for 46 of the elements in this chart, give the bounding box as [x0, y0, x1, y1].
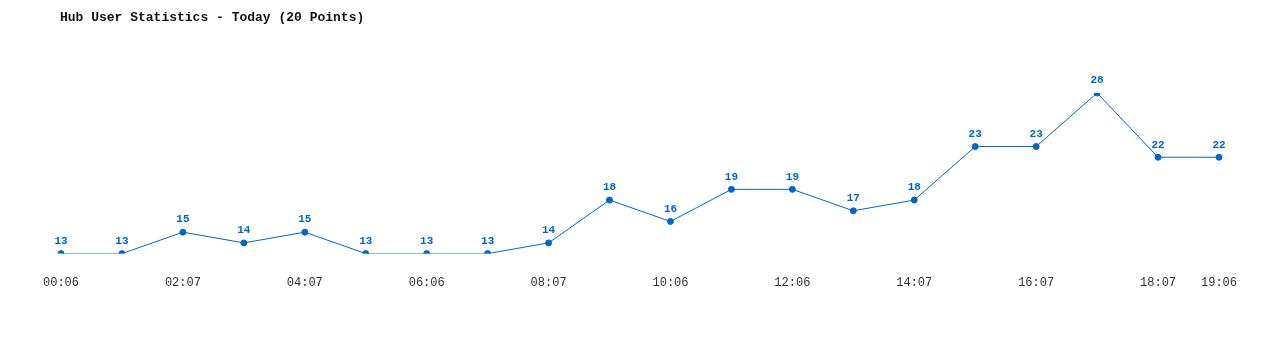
point	[910, 196, 918, 204]
x-tick-label: 14:07	[896, 275, 933, 290]
data-label: 15	[176, 213, 190, 226]
data-label: 14	[541, 224, 556, 237]
x-tick-label: 18:07	[1140, 275, 1177, 290]
point	[666, 217, 674, 225]
point	[849, 207, 857, 215]
data-label: 13	[420, 234, 434, 247]
data-label: 19	[785, 170, 799, 183]
point	[606, 196, 614, 204]
x-tick-label: 00:06	[42, 275, 80, 290]
x-tick-label: 06:06	[408, 275, 445, 290]
data-label: 22	[1151, 138, 1165, 151]
data-label: 22	[1212, 138, 1226, 151]
x-tick-label: 08:07	[530, 275, 567, 290]
data-label: 13	[115, 234, 129, 247]
x-tick-label: 12:06	[774, 275, 811, 290]
data-label: 16	[663, 202, 678, 215]
data-label: 19	[724, 170, 739, 183]
data-label: 15	[298, 213, 312, 226]
point	[240, 239, 248, 247]
point	[545, 239, 553, 247]
point	[1154, 153, 1162, 161]
point	[179, 228, 187, 236]
data-label: 23	[968, 127, 983, 140]
point	[727, 185, 735, 193]
data-label: 13	[54, 234, 68, 247]
point	[971, 143, 979, 151]
x-tick-label: 19:06	[1200, 275, 1238, 290]
data-label: 17	[846, 192, 860, 205]
data-label: 28	[1090, 74, 1105, 87]
point	[1032, 143, 1040, 151]
data-label: 18	[602, 181, 617, 194]
x-tick-label: 04:07	[286, 275, 323, 290]
chart-title: Hub User Statistics - Today (20 Points)	[60, 10, 365, 26]
point	[301, 228, 309, 236]
point	[1215, 153, 1223, 161]
data-label: 13	[481, 234, 495, 247]
data-label: 14	[237, 224, 251, 237]
x-tick-label: 16:07	[1018, 275, 1055, 290]
data-label: 18	[907, 181, 922, 194]
x-tick-label: 10:06	[652, 275, 689, 290]
point	[788, 185, 796, 193]
x-tick-label: 02:07	[164, 275, 201, 290]
data-label: 13	[359, 234, 373, 247]
data-label: 23	[1029, 127, 1044, 140]
